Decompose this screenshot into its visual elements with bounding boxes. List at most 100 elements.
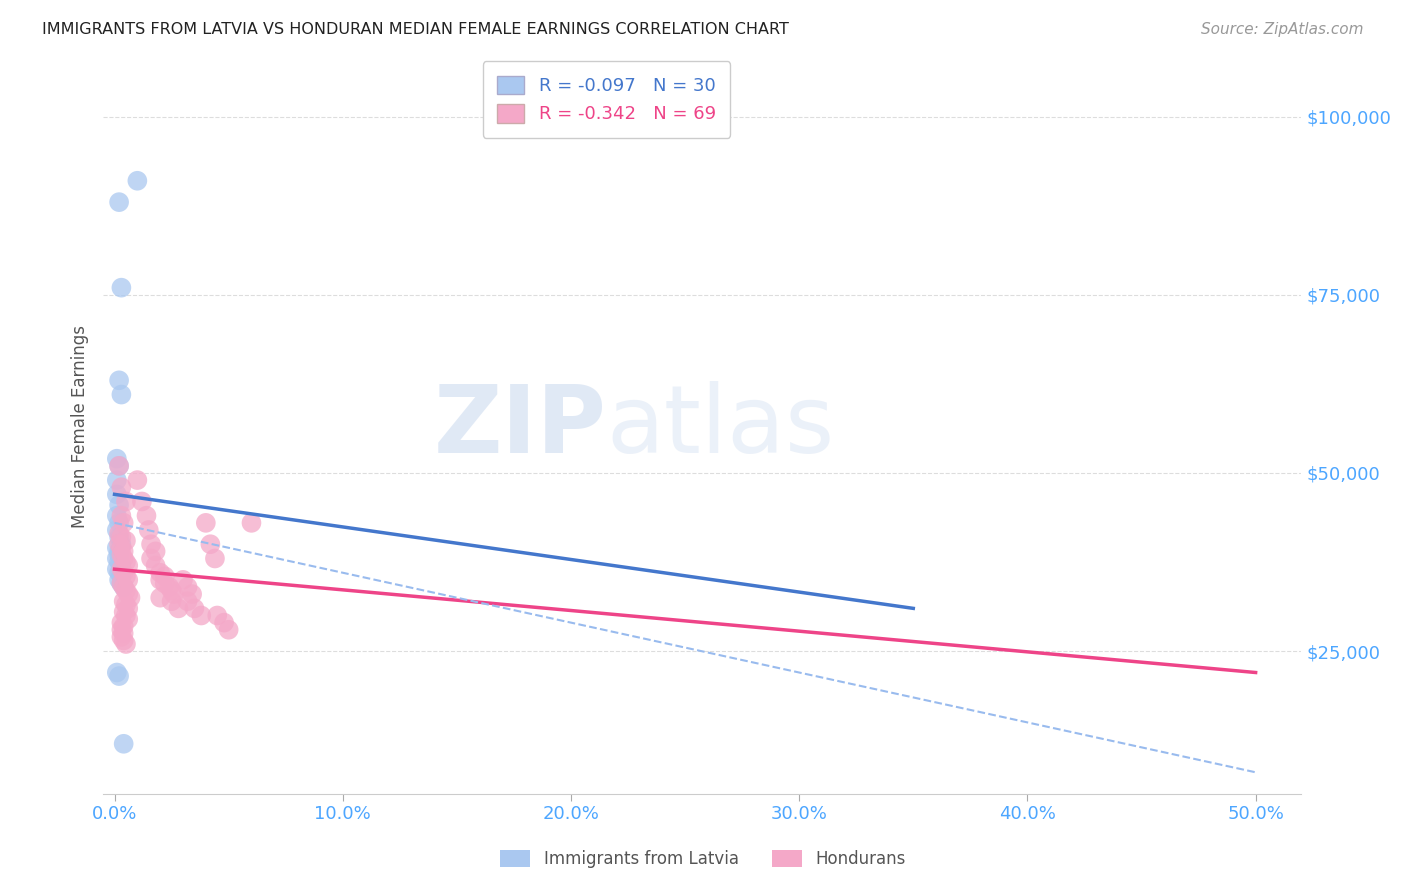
Point (110, 508, 132, 523)
Point (105, 523, 128, 537)
Point (207, 608, 229, 623)
Point (200, 537, 222, 551)
Point (112, 566, 135, 580)
Point (110, 548, 132, 562)
Point (108, 516, 131, 530)
Point (108, 526, 131, 541)
Point (167, 601, 190, 615)
Point (108, 669, 131, 683)
Point (176, 594, 198, 608)
Point (163, 587, 186, 601)
Point (153, 576, 176, 591)
Point (110, 623, 132, 637)
Point (110, 387, 132, 401)
Point (112, 737, 135, 751)
Point (110, 558, 132, 573)
Point (108, 498, 131, 512)
Point (117, 558, 139, 573)
Text: ZIP: ZIP (433, 381, 606, 473)
Point (110, 569, 132, 583)
Point (131, 494, 153, 508)
Point (190, 608, 212, 623)
Point (112, 626, 135, 640)
Point (108, 195, 131, 210)
Point (112, 516, 135, 530)
Point (112, 619, 135, 633)
Point (194, 516, 217, 530)
Text: atlas: atlas (606, 381, 835, 473)
Point (115, 533, 138, 548)
Point (110, 576, 132, 591)
Point (117, 587, 139, 601)
Point (110, 576, 132, 591)
Point (120, 591, 142, 605)
Legend: Immigrants from Latvia, Hondurans: Immigrants from Latvia, Hondurans (494, 843, 912, 875)
Point (139, 551, 162, 566)
Point (112, 594, 135, 608)
Point (183, 601, 205, 615)
Point (108, 555, 131, 569)
Point (105, 473, 128, 487)
Point (110, 280, 132, 294)
Point (108, 458, 131, 473)
Point (108, 458, 131, 473)
Point (105, 487, 128, 501)
Y-axis label: Median Female Earnings: Median Female Earnings (72, 326, 89, 528)
Point (153, 569, 176, 583)
Point (110, 537, 132, 551)
Point (108, 573, 131, 587)
Point (139, 537, 162, 551)
Point (176, 580, 198, 594)
Point (110, 562, 132, 576)
Point (105, 665, 128, 680)
Legend: R = -0.097   N = 30, R = -0.342   N = 69: R = -0.097 N = 30, R = -0.342 N = 69 (482, 62, 730, 138)
Point (105, 451, 128, 466)
Point (112, 580, 135, 594)
Point (240, 516, 263, 530)
Point (108, 530, 131, 544)
Point (117, 573, 139, 587)
Point (204, 551, 226, 566)
Point (108, 537, 131, 551)
Point (115, 494, 138, 508)
Point (110, 541, 132, 555)
Point (112, 544, 135, 558)
Point (117, 612, 139, 626)
Point (112, 551, 135, 566)
Point (105, 551, 128, 566)
Point (149, 591, 172, 605)
Point (105, 541, 128, 555)
Point (160, 583, 183, 598)
Point (138, 523, 160, 537)
Point (115, 608, 138, 623)
Point (112, 633, 135, 648)
Text: Source: ZipAtlas.com: Source: ZipAtlas.com (1201, 22, 1364, 37)
Point (127, 174, 149, 188)
Point (135, 508, 157, 523)
Point (218, 623, 240, 637)
Point (149, 573, 172, 587)
Point (105, 508, 128, 523)
Point (108, 373, 131, 387)
Point (110, 480, 132, 494)
Point (172, 573, 194, 587)
Point (115, 555, 138, 569)
Point (117, 601, 139, 615)
Point (112, 580, 135, 594)
Point (112, 605, 135, 619)
Point (149, 566, 172, 580)
Point (115, 583, 138, 598)
Point (145, 558, 167, 573)
Point (105, 562, 128, 576)
Point (212, 615, 235, 630)
Point (108, 544, 131, 558)
Point (145, 544, 167, 558)
Point (115, 569, 138, 583)
Point (157, 580, 180, 594)
Point (160, 594, 183, 608)
Point (108, 566, 131, 580)
Text: IMMIGRANTS FROM LATVIA VS HONDURAN MEDIAN FEMALE EARNINGS CORRELATION CHART: IMMIGRANTS FROM LATVIA VS HONDURAN MEDIA… (42, 22, 789, 37)
Point (115, 598, 138, 612)
Point (127, 473, 149, 487)
Point (110, 530, 132, 544)
